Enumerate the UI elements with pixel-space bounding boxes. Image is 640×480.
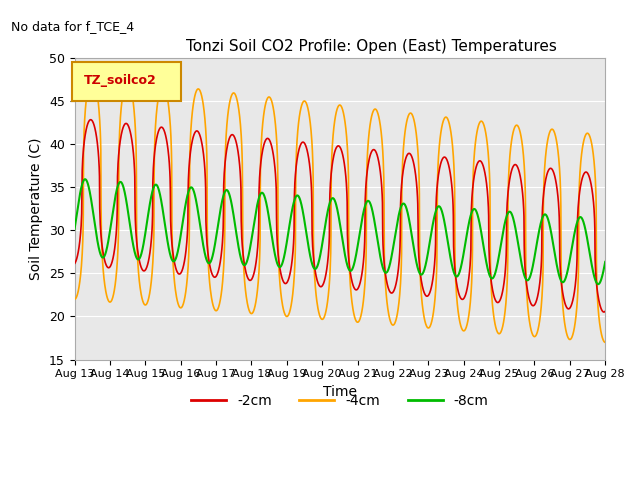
FancyBboxPatch shape — [72, 62, 180, 101]
Legend: -2cm, -4cm, -8cm: -2cm, -4cm, -8cm — [186, 388, 494, 413]
Title: Tonzi Soil CO2 Profile: Open (East) Temperatures: Tonzi Soil CO2 Profile: Open (East) Temp… — [186, 38, 557, 54]
X-axis label: Time: Time — [323, 385, 357, 399]
Text: TZ_soilco2: TZ_soilco2 — [84, 74, 157, 87]
Y-axis label: Soil Temperature (C): Soil Temperature (C) — [29, 137, 44, 280]
Text: No data for f_TCE_4: No data for f_TCE_4 — [11, 21, 134, 34]
